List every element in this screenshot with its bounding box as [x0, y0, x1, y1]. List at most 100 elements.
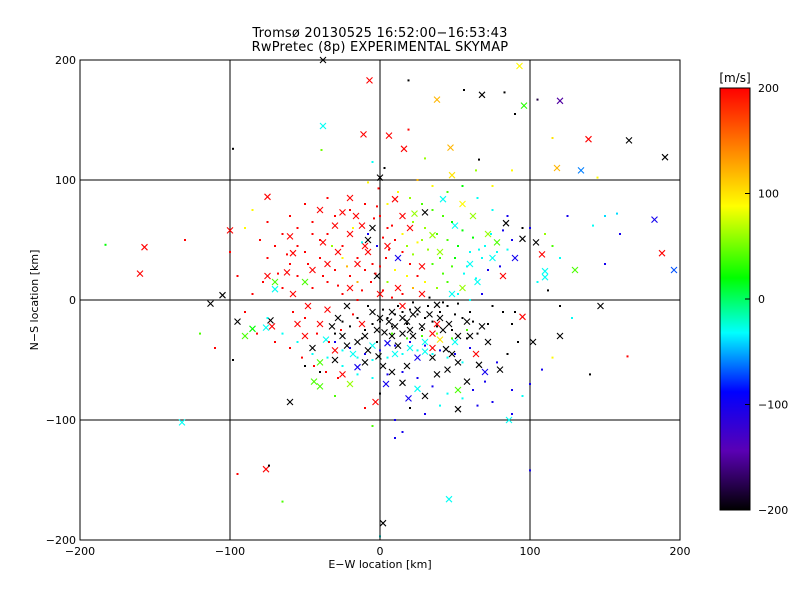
x-tick-label: −200 — [65, 545, 95, 558]
data-point-dot — [296, 245, 299, 247]
data-point-dot — [319, 371, 321, 373]
data-point-dot — [356, 299, 359, 301]
data-point-cross — [339, 371, 346, 378]
data-point-dot — [296, 227, 299, 229]
data-point-dot — [416, 179, 419, 181]
data-point-dot — [311, 353, 314, 355]
data-point-cross — [409, 332, 417, 340]
data-point-cross — [436, 336, 444, 343]
data-point-cross — [324, 306, 331, 313]
data-point-dot — [407, 79, 410, 82]
data-point-dot — [616, 212, 618, 215]
data-point-dot — [296, 275, 299, 277]
data-point-dot — [268, 464, 270, 467]
data-point-cross — [399, 379, 406, 387]
data-point-dot — [484, 380, 486, 383]
data-point-dot — [428, 296, 431, 299]
data-point-cross — [454, 332, 462, 340]
data-point-dot — [319, 257, 321, 259]
data-point-dot — [442, 215, 444, 217]
data-point-dot — [232, 147, 234, 150]
data-point-dot — [301, 356, 303, 359]
data-point-dot — [383, 167, 386, 169]
data-point-cross — [376, 290, 384, 298]
data-point-cross — [414, 385, 421, 393]
data-point-dot — [352, 227, 354, 229]
x-tick-label: 0 — [377, 545, 384, 558]
data-point-dot — [406, 337, 408, 340]
data-point-dot — [496, 361, 498, 364]
data-point-cross — [577, 167, 585, 174]
data-point-dot — [388, 248, 390, 251]
y-tick-label: −200 — [46, 534, 76, 547]
data-point-cross — [454, 405, 462, 413]
data-point-dot — [292, 311, 294, 313]
data-point-dot — [407, 128, 410, 131]
data-point-dot — [385, 257, 387, 259]
data-point-dot — [461, 361, 464, 364]
data-point-dot — [424, 157, 426, 160]
data-point-dot — [386, 317, 389, 319]
data-point-cross — [421, 348, 429, 355]
data-point-dot — [604, 215, 606, 217]
data-point-dot — [409, 263, 411, 265]
data-point-dot — [304, 317, 306, 319]
data-point-cross — [597, 302, 604, 310]
data-point-dot — [371, 425, 374, 427]
data-point-dot — [431, 320, 434, 323]
data-point-dot — [386, 281, 389, 283]
data-point-dot — [446, 281, 449, 283]
data-point-dot — [304, 365, 306, 367]
data-point-dot — [466, 265, 468, 268]
data-point-dot — [406, 245, 408, 247]
data-point-dot — [592, 224, 594, 227]
data-point-cross — [331, 222, 339, 229]
x-tick-label: −100 — [215, 545, 245, 558]
y-tick-label: −100 — [46, 414, 76, 427]
data-point-cross — [286, 233, 294, 240]
data-point-dot — [236, 473, 239, 475]
data-point-dot — [391, 332, 393, 335]
data-point-cross — [409, 311, 417, 318]
data-point-cross — [433, 301, 441, 309]
data-point-cross — [429, 330, 436, 337]
data-point-dot — [412, 287, 414, 289]
data-point-cross — [511, 254, 519, 262]
data-point-cross — [372, 398, 379, 406]
data-point-dot — [476, 404, 479, 407]
data-point-dot — [475, 277, 477, 280]
data-point-dot — [341, 257, 344, 259]
data-point-dot — [536, 281, 539, 283]
data-point-cross — [343, 302, 351, 310]
data-point-dot — [503, 91, 506, 94]
data-point-dot — [319, 239, 321, 241]
data-point-dot — [431, 263, 434, 265]
data-point-cross — [418, 323, 426, 330]
data-point-dot — [431, 385, 434, 388]
y-tick-label: 100 — [55, 174, 76, 187]
data-point-cross — [360, 131, 367, 138]
data-point-cross — [516, 62, 523, 70]
data-point-cross — [354, 338, 361, 346]
data-point-dot — [511, 169, 513, 172]
data-point-cross — [421, 392, 429, 400]
data-point-dot — [439, 257, 441, 259]
data-point-cross — [529, 338, 537, 346]
data-point-dot — [409, 341, 411, 343]
data-point-dot — [349, 275, 351, 277]
data-point-dot — [397, 191, 399, 193]
data-point-cross — [385, 318, 393, 325]
data-point-cross — [436, 314, 444, 322]
data-point-cross — [241, 332, 249, 340]
data-point-dot — [371, 263, 374, 265]
data-point-dot — [289, 263, 291, 265]
data-point-dot — [431, 185, 434, 187]
data-point-cross — [489, 254, 496, 262]
data-point-cross — [271, 285, 279, 293]
data-point-dot — [604, 263, 606, 265]
data-point-cross — [316, 383, 324, 390]
data-point-cross — [429, 354, 436, 361]
data-point-cross — [361, 359, 369, 366]
data-point-dot — [463, 272, 465, 275]
data-point-cross — [226, 227, 234, 234]
